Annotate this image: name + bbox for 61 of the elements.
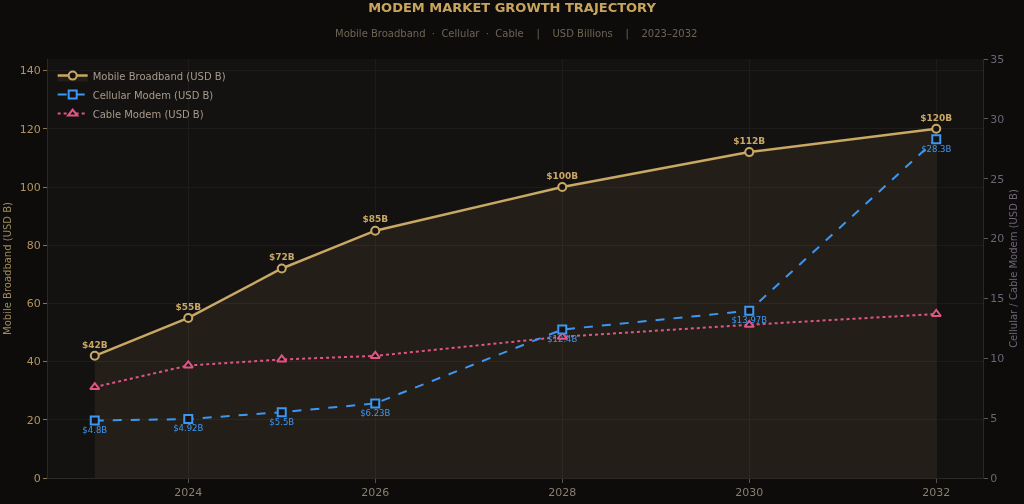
data-label: $42B xyxy=(81,339,108,350)
point xyxy=(89,382,101,391)
point xyxy=(89,415,100,426)
data-label: $13.97B xyxy=(731,315,768,326)
legend-label: Mobile Broadband (USD B) xyxy=(92,70,226,82)
data-label: $5.5B xyxy=(269,416,295,427)
y2-tick-label: 15 xyxy=(990,292,1005,306)
y2-tick-label: 25 xyxy=(990,172,1005,186)
legend-label: Cellular Modem (USD B) xyxy=(92,89,214,101)
point xyxy=(183,414,194,425)
point xyxy=(557,182,568,193)
point xyxy=(370,398,381,409)
point xyxy=(930,308,942,317)
point xyxy=(276,263,287,274)
legend-label: Cable Modem (USD B) xyxy=(92,108,204,120)
x-tick-label: 2024 xyxy=(174,486,203,500)
x-tick-label: 2028 xyxy=(548,486,577,500)
data-label: $4.92B xyxy=(173,423,204,434)
chart-subtitle: Mobile Broadband · Cellular · Cable | USD Billions | 2023–2032 xyxy=(335,28,698,40)
y2-tick-label: 35 xyxy=(990,52,1005,66)
point xyxy=(183,312,194,323)
y-tick-label: 140 xyxy=(19,64,41,78)
y2-axis-title: Cellular / Cable Modem (USD B) xyxy=(1007,189,1019,348)
point xyxy=(89,350,100,361)
point xyxy=(557,324,568,335)
point xyxy=(276,407,287,418)
y2-tick-label: 10 xyxy=(990,352,1005,366)
y-tick-label: 60 xyxy=(26,297,41,311)
y-tick-label: 20 xyxy=(26,413,41,427)
point xyxy=(182,360,194,369)
y2-tick-label: 20 xyxy=(990,232,1005,246)
y2-tick-label: 0 xyxy=(990,471,998,485)
point xyxy=(744,305,755,316)
data-label: $4.8B xyxy=(82,424,108,435)
data-label: $72B xyxy=(268,252,295,263)
data-label: $112B xyxy=(733,135,766,146)
data-label: $85B xyxy=(362,214,389,225)
data-label: $28.3B xyxy=(921,143,952,154)
chart-title: MODEM MARKET GROWTH TRAJECTORY xyxy=(368,0,657,15)
point xyxy=(744,147,755,158)
y2-tick-label: 5 xyxy=(990,411,998,425)
data-label: $120B xyxy=(920,112,953,123)
point xyxy=(370,225,381,236)
data-label: $6.23B xyxy=(360,407,391,418)
y-tick-label: 80 xyxy=(26,239,41,253)
data-label: $12.4B xyxy=(547,333,578,344)
data-label: $55B xyxy=(175,301,202,312)
point xyxy=(276,354,288,363)
y-tick-label: 0 xyxy=(33,471,41,485)
y2-tick-label: 30 xyxy=(990,112,1005,126)
y-axis-title: Mobile Broadband (USD B) xyxy=(1,201,13,335)
point xyxy=(931,134,942,145)
y-tick-label: 40 xyxy=(26,355,41,369)
y-tick-label: 100 xyxy=(19,180,41,194)
x-tick-label: 2030 xyxy=(735,486,764,500)
y-tick-label: 120 xyxy=(19,122,41,136)
x-tick-label: 2032 xyxy=(922,486,951,500)
point xyxy=(369,350,381,359)
x-tick-label: 2026 xyxy=(361,486,390,500)
data-label: $100B xyxy=(546,170,579,181)
point xyxy=(931,123,942,134)
